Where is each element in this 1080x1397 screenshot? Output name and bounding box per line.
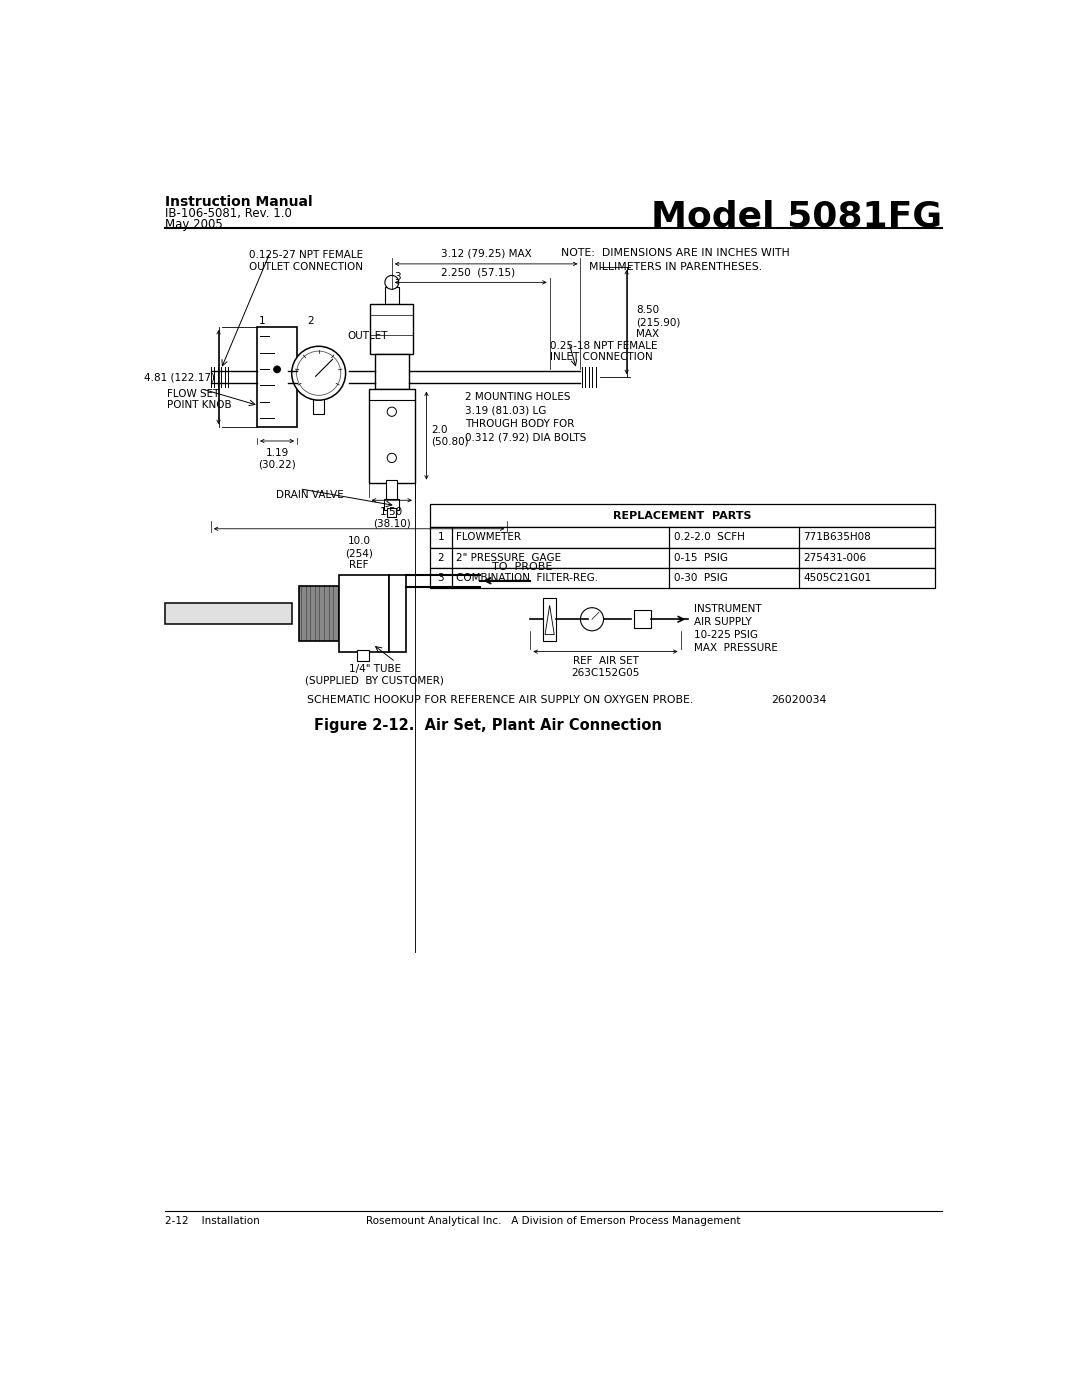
Text: 0-15  PSIG: 0-15 PSIG (674, 553, 728, 563)
Bar (375, 353, 408, 388)
Text: COMBINATION  FILTER-REG.: COMBINATION FILTER-REG. (456, 573, 598, 583)
Text: 26020034: 26020034 (771, 696, 827, 705)
Text: 771B635H08: 771B635H08 (804, 532, 872, 542)
Text: 275431-006: 275431-006 (804, 553, 866, 563)
Text: SCHEMATIC HOOKUP FOR REFERENCE AIR SUPPLY ON OXYGEN PROBE.: SCHEMATIC HOOKUP FOR REFERENCE AIR SUPPL… (307, 696, 693, 705)
Text: 3: 3 (394, 272, 402, 282)
Circle shape (384, 275, 399, 289)
Text: REPLACEMENT  PARTS: REPLACEMENT PARTS (613, 511, 752, 521)
Text: INSTRUMENT
AIR SUPPLY
10-225 PSIG
MAX  PRESSURE: INSTRUMENT AIR SUPPLY 10-225 PSIG MAX PR… (694, 604, 779, 654)
Bar (299, 585, 339, 641)
Text: Model 5081FG: Model 5081FG (651, 200, 943, 233)
Circle shape (292, 346, 346, 400)
Bar (634, 610, 651, 629)
Circle shape (387, 453, 396, 462)
Text: 2.250  (57.15): 2.250 (57.15) (442, 268, 515, 278)
Text: IB-106-5081, Rev. 1.0: IB-106-5081, Rev. 1.0 (164, 207, 292, 219)
Bar (543, 598, 556, 641)
Text: 8.50
(215.90)
MAX: 8.50 (215.90) MAX (636, 306, 680, 338)
Circle shape (273, 366, 281, 373)
Text: 2.0
(50.80): 2.0 (50.80) (431, 425, 469, 447)
Text: 3.12 (79.25) MAX: 3.12 (79.25) MAX (441, 249, 531, 258)
Text: Rosemount Analytical Inc.   A Division of Emerson Process Management: Rosemount Analytical Inc. A Division of … (366, 1215, 741, 1225)
Text: 2" PRESSURE  GAGE: 2" PRESSURE GAGE (456, 553, 562, 563)
Circle shape (580, 608, 604, 631)
Bar (370, 305, 414, 353)
Bar (430, 548, 934, 569)
Text: REF  AIR SET
263C152G05: REF AIR SET 263C152G05 (571, 657, 639, 678)
Text: 0.2-2.0  SCFH: 0.2-2.0 SCFH (674, 532, 745, 542)
Bar (430, 569, 934, 588)
Text: 0-30  PSIG: 0-30 PSIG (674, 573, 728, 583)
Text: Instruction Manual: Instruction Manual (164, 194, 312, 208)
Text: 1.19
(30.22): 1.19 (30.22) (258, 448, 296, 469)
Text: 1/4" TUBE
(SUPPLIED  BY CUSTOMER): 1/4" TUBE (SUPPLIED BY CUSTOMER) (306, 665, 444, 686)
Text: 0.25-18 NPT FEMALE
INLET CONNECTION: 0.25-18 NPT FEMALE INLET CONNECTION (550, 341, 657, 362)
Bar (430, 504, 934, 527)
Text: 3: 3 (437, 573, 444, 583)
Bar (339, 576, 390, 652)
Bar (164, 602, 292, 624)
Text: May 2005: May 2005 (164, 218, 222, 231)
Text: NOTE:  DIMENSIONS ARE IN INCHES WITH
        MILLIMETERS IN PARENTHESES.: NOTE: DIMENSIONS ARE IN INCHES WITH MILL… (562, 249, 789, 271)
Text: 1: 1 (437, 532, 444, 542)
Text: 2 MOUNTING HOLES
3.19 (81.03) LG
THROUGH BODY FOR
0.312 (7.92) DIA BOLTS: 2 MOUNTING HOLES 3.19 (81.03) LG THROUGH… (465, 393, 586, 441)
Bar (257, 327, 297, 427)
Text: 0.125-27 NPT FEMALE
OUTLET CONNECTION: 0.125-27 NPT FEMALE OUTLET CONNECTION (249, 250, 364, 271)
Text: 2: 2 (437, 553, 444, 563)
Text: 4505C21G01: 4505C21G01 (804, 573, 872, 583)
Text: FLOWMETER: FLOWMETER (456, 532, 522, 542)
Text: OUTLET: OUTLET (347, 331, 388, 341)
Bar (430, 527, 934, 548)
Bar (357, 650, 368, 661)
Bar (387, 481, 397, 502)
Text: 2-12    Installation: 2-12 Installation (164, 1215, 259, 1225)
Bar (368, 388, 415, 482)
Text: 1: 1 (259, 316, 266, 326)
Text: 2: 2 (308, 316, 314, 326)
Text: Figure 2-12.  Air Set, Plant Air Connection: Figure 2-12. Air Set, Plant Air Connecti… (314, 718, 662, 733)
Bar (390, 576, 406, 652)
Text: FLOW SET
POINT KNOB: FLOW SET POINT KNOB (167, 388, 231, 411)
Text: 10.0
(254)
REF: 10.0 (254) REF (346, 536, 373, 570)
Text: DRAIN VALVE: DRAIN VALVE (276, 490, 345, 500)
Text: 4.81 (122.17): 4.81 (122.17) (144, 372, 215, 383)
Bar (384, 286, 399, 305)
Circle shape (387, 407, 396, 416)
Text: TO  PROBE: TO PROBE (491, 562, 552, 571)
Text: 1.50
(38.10): 1.50 (38.10) (373, 507, 410, 529)
Bar (384, 499, 400, 510)
Circle shape (297, 351, 341, 395)
Bar (313, 397, 324, 414)
Polygon shape (545, 605, 554, 634)
Bar (387, 509, 396, 517)
